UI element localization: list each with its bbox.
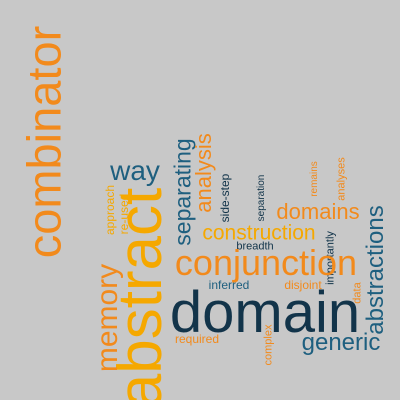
word-inferred: inferred (208, 278, 250, 292)
word-construction: construction (202, 221, 316, 245)
word-breadth: breadth (236, 240, 274, 253)
word-domain: domain (169, 280, 361, 345)
word-approach: approach (103, 184, 117, 236)
word-combinator: combinator (17, 25, 71, 259)
word-separation: separation (256, 174, 267, 222)
word-way: way (110, 155, 160, 186)
word-generic: generic (301, 329, 381, 356)
word-analyses: analyses (335, 157, 348, 201)
word-conjunction: conjunction (174, 242, 358, 283)
word-abstractions: abstractions (362, 205, 389, 335)
word-domains: domains (276, 199, 360, 224)
word-disjoint: disjoint (284, 278, 322, 292)
word-remains: remains (309, 161, 320, 197)
word-sidestep: side-step (218, 173, 232, 223)
word-required: required (174, 332, 220, 346)
word-reused: re-used (117, 193, 131, 235)
word-memory: memory (91, 263, 124, 373)
word-analysis: analysis (191, 133, 216, 213)
